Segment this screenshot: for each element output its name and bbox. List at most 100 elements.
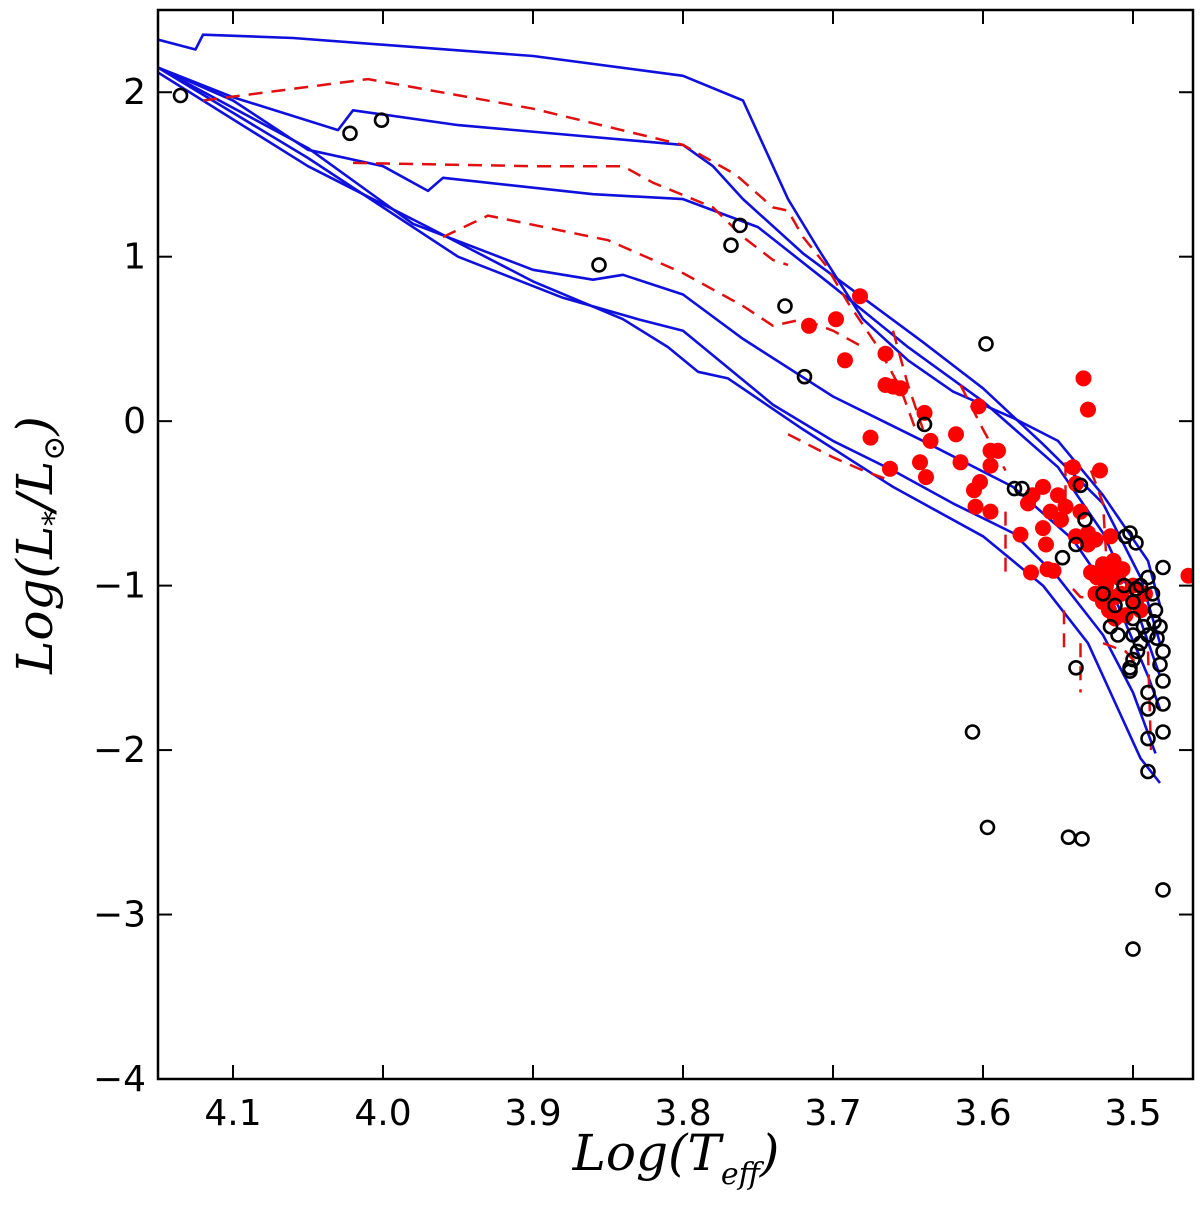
track-line-16 (1089, 470, 1108, 553)
x-tick-label-3: 3.9 (504, 1093, 561, 1134)
filled-point-17 (970, 398, 987, 415)
ticks-layer: 4.1 4.0 3.9 3.8 3.7 3.6 3.5 2 1 0 −1 −2 −3 −4 (93, 10, 1193, 1134)
open-point-45 (1152, 656, 1168, 673)
track-line-8 (352, 161, 789, 267)
open-point-20 (1072, 477, 1089, 494)
filled-point-13 (912, 454, 928, 471)
filled-point-69 (1180, 567, 1193, 584)
filled-point-36 (1057, 498, 1074, 515)
open-point-58 (1149, 630, 1165, 647)
y-tick-label-3: 0 (123, 401, 146, 442)
x-tick-label-7: 3.5 (1104, 1093, 1161, 1134)
open-point-47 (1155, 696, 1171, 712)
filled-point-23 (982, 503, 999, 520)
open-point-42 (1155, 559, 1171, 576)
filled-point-34 (1039, 561, 1056, 578)
filled-point-49 (1102, 528, 1119, 545)
x-axis-title: Log(Teff) (572, 1124, 780, 1192)
filled-point-2 (828, 311, 844, 328)
filled-point-32 (1038, 536, 1054, 553)
filled-point-37 (1065, 459, 1081, 476)
open-point-51 (1140, 730, 1156, 747)
open-point-17 (1068, 659, 1084, 676)
open-point-10 (978, 336, 994, 352)
x-tick-label-5: 3.7 (804, 1093, 861, 1134)
filled-point-9 (862, 429, 879, 446)
isochrone-line-1 (158, 33, 1162, 606)
open-point-46 (1155, 673, 1171, 689)
open-point-7 (777, 298, 793, 314)
open-point-4 (591, 257, 607, 273)
track-line-11 (891, 330, 925, 430)
filled-point-15 (952, 454, 969, 471)
filled-point-8 (877, 377, 894, 393)
y-tick-label-6: −3 (93, 895, 146, 936)
open-point-38 (1140, 627, 1156, 643)
filled-point-11 (916, 404, 933, 421)
open-point-25 (1107, 597, 1123, 614)
open-point-59 (1125, 627, 1141, 643)
filled-point-53 (1114, 561, 1131, 578)
open-point-19 (1068, 536, 1084, 553)
filled-point-31 (1035, 520, 1051, 537)
isochrone-line-6 (158, 71, 1162, 784)
filled-point-22 (972, 474, 988, 490)
filled-point-7 (892, 380, 909, 397)
filled-point-39 (1072, 503, 1089, 520)
filled-point-21 (982, 457, 999, 474)
filled-point-3 (852, 288, 868, 305)
filled-point-70 (1023, 564, 1039, 581)
open-point-49 (1140, 684, 1156, 701)
track-line-15 (1072, 588, 1088, 599)
open-point-8 (796, 368, 813, 385)
filled-point-14 (918, 469, 934, 486)
y-axis-title: Log(L*/L⊙) (6, 416, 72, 675)
open-point-13 (1006, 480, 1023, 497)
filled-point-1 (801, 317, 817, 334)
filled-point-27 (1012, 526, 1029, 543)
filled-point-16 (948, 426, 964, 443)
filled-point-10 (882, 460, 898, 477)
filled-point-67 (1102, 566, 1119, 583)
x-tick-label-4: 3.8 (654, 1093, 711, 1134)
y-tick-label-7: −4 (93, 1059, 146, 1100)
open-point-18 (1074, 831, 1090, 847)
open-point-11 (964, 724, 981, 740)
open-point-33 (1129, 643, 1146, 660)
open-point-24 (1110, 627, 1126, 643)
open-point-3 (373, 112, 390, 128)
y-tick-label-5: −2 (93, 730, 146, 771)
open-point-57 (1146, 613, 1162, 630)
x-tick-label-6: 3.6 (954, 1093, 1011, 1134)
filled-point-35 (1053, 511, 1069, 528)
open-point-6 (732, 217, 748, 234)
open-point-14 (1014, 480, 1030, 497)
filled-point-24 (967, 498, 984, 515)
open-point-5 (723, 237, 739, 253)
filled-point-19 (990, 442, 1006, 459)
plot-background (158, 10, 1193, 1079)
track-line-17 (1102, 642, 1142, 669)
filled-point-62 (1107, 610, 1123, 627)
open-point-9 (916, 416, 933, 433)
filled-point-12 (922, 432, 939, 449)
open-point-22 (1095, 585, 1111, 602)
open-point-53 (1155, 882, 1171, 898)
open-point-2 (342, 125, 358, 142)
plot-frame (156, 8, 1195, 1081)
open-point-56 (1132, 577, 1149, 594)
open-point-54 (1125, 941, 1141, 957)
open-point-1 (172, 87, 189, 104)
filled-point-5 (877, 345, 894, 362)
open-point-50 (1140, 701, 1156, 717)
y-tick-label-1: 2 (123, 72, 146, 113)
track-line-9 (442, 214, 864, 349)
track-line-10 (787, 433, 886, 480)
y-tick-label-4: −1 (93, 566, 146, 607)
series-layer (158, 33, 1193, 957)
filled-point-28 (1035, 478, 1051, 495)
filled-point-4 (837, 352, 853, 369)
open-point-48 (1155, 724, 1171, 740)
filled-point-46 (1087, 531, 1104, 548)
